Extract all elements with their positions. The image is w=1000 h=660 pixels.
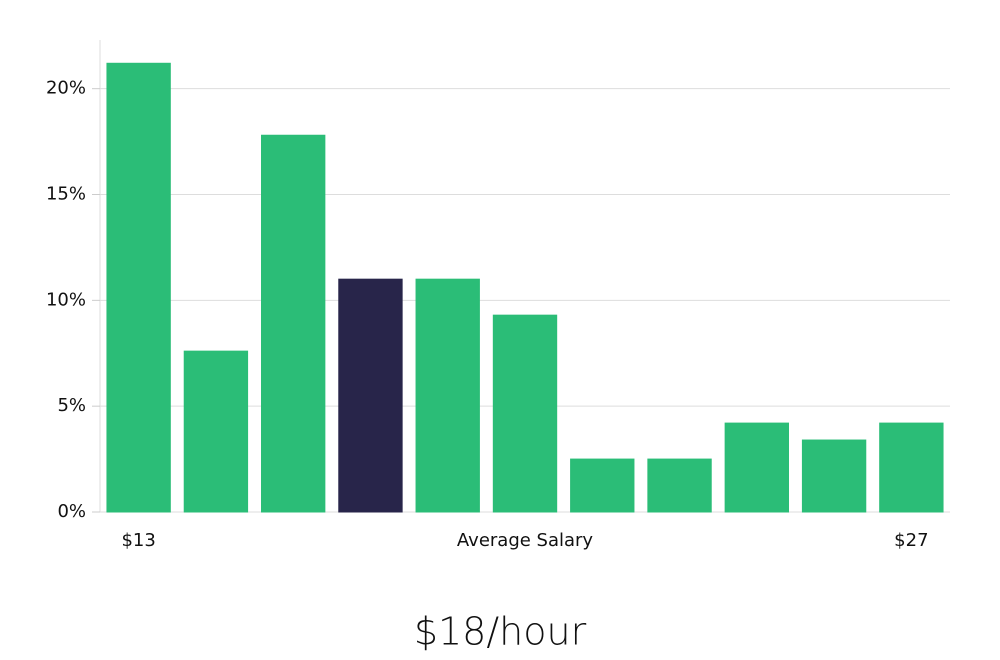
bar [570,458,635,513]
chart-title: $18/hour [414,610,587,654]
bar [338,278,403,513]
bar [879,422,944,513]
bar [801,439,867,513]
y-tick-label: 0% [57,501,86,522]
y-tick-label: 5% [57,395,86,416]
x-axis-label: Average Salary [457,530,594,551]
bar [492,314,558,513]
bar [724,422,789,513]
x-tick-label: $13 [121,530,155,551]
bar [106,62,171,513]
bar [647,458,712,513]
bar [183,350,249,513]
x-tick-label: $27 [894,530,928,551]
y-tick-label: 20% [46,78,86,99]
y-tick-label: 15% [46,184,86,205]
y-tick-label: 10% [46,289,86,310]
bar [261,134,326,513]
bar [415,278,480,513]
